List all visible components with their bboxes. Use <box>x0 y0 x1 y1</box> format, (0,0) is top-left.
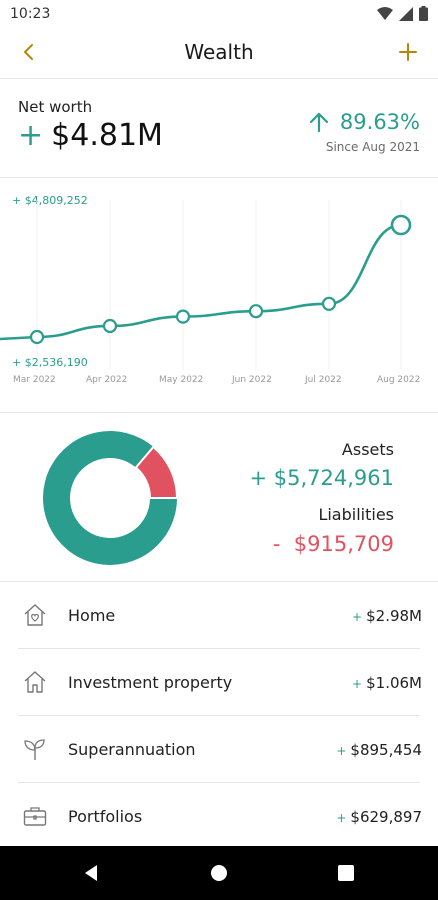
assets-label: Assets <box>341 440 394 459</box>
wifi-icon <box>377 6 393 20</box>
change-percentage: 89.63% <box>339 110 420 134</box>
donut-liabilities-slice <box>134 445 178 499</box>
liabilities-sign: - <box>272 532 281 556</box>
category-amount: $629,897 <box>350 808 422 826</box>
networth-change: 89.63% Since Aug 2021 <box>308 110 420 154</box>
networth-chart[interactable]: + $4,809,252 + $2,536,190 Mar 2022 Apr 20… <box>0 180 438 412</box>
category-value: + $1.06M <box>352 674 422 692</box>
plus-sign: + <box>352 610 363 624</box>
category-item-home[interactable]: Home + $2.98M <box>0 582 438 649</box>
chart-x-tick-label: Mar 2022 <box>13 375 56 385</box>
category-item-portfolios[interactable]: Portfolios + $629,897 <box>0 783 438 850</box>
plus-sign: + <box>336 744 347 758</box>
chart-x-tick-label: Apr 2022 <box>86 375 128 385</box>
add-icon[interactable] <box>394 38 422 66</box>
category-value: + $629,897 <box>336 808 422 826</box>
system-nav-bar <box>0 846 438 900</box>
chart-max-label: + $4,809,252 <box>12 194 88 207</box>
chart-x-tick-label: Jul 2022 <box>305 375 342 385</box>
sprout-icon <box>24 739 45 760</box>
donut-assets-slice <box>42 431 177 565</box>
briefcase-icon <box>23 807 47 826</box>
liabilities-label: Liabilities <box>318 505 394 524</box>
chart-x-tick-label: Jun 2022 <box>232 375 272 385</box>
networth-amount: $4.81M <box>51 118 163 153</box>
category-amount: $895,454 <box>350 741 422 759</box>
chart-series-line <box>0 223 402 341</box>
nav-recents-icon[interactable] <box>336 863 356 883</box>
category-item-investment-property[interactable]: Investment property + $1.06M <box>0 649 438 716</box>
chart-x-tick-label: Aug 2022 <box>377 375 421 385</box>
category-item-superannuation[interactable]: Superannuation + $895,454 <box>0 716 438 783</box>
header-divider <box>0 177 438 178</box>
row-divider <box>18 648 420 649</box>
status-bar: 10:23 <box>0 0 438 30</box>
plus-sign: + <box>336 811 347 825</box>
chart-svg <box>0 200 412 370</box>
category-label: Home <box>68 606 116 625</box>
signal-icon <box>399 6 413 21</box>
battery-icon <box>419 6 428 21</box>
assets-liabilities-donut <box>42 431 178 565</box>
chart-point[interactable] <box>248 304 264 319</box>
nav-home-icon[interactable] <box>209 863 229 883</box>
liabilities-amount: $915,709 <box>293 532 394 556</box>
chart-point[interactable] <box>390 214 412 236</box>
arrow-up-icon <box>309 112 329 133</box>
networth-sign: + <box>18 118 44 153</box>
app-bar: Wealth <box>0 30 438 78</box>
chart-point[interactable] <box>29 329 45 345</box>
category-amount: $2.98M <box>366 607 422 625</box>
home-heart-icon <box>24 604 46 626</box>
networth-value: + $4.81M <box>18 118 163 153</box>
chart-point[interactable] <box>321 296 337 311</box>
category-value: + $2.98M <box>352 607 422 625</box>
page-title: Wealth <box>184 40 254 64</box>
assets-value: + $5,724,961 <box>249 466 394 490</box>
nav-back-icon[interactable] <box>82 863 102 883</box>
plus-sign: + <box>352 677 363 691</box>
status-time: 10:23 <box>10 6 51 22</box>
row-divider <box>18 782 420 783</box>
category-value: + $895,454 <box>336 741 422 759</box>
chart-point[interactable] <box>102 318 118 334</box>
chart-x-tick-label: May 2022 <box>159 375 204 385</box>
chart-divider <box>0 412 438 413</box>
summary-divider <box>0 581 438 582</box>
row-divider <box>18 715 420 716</box>
appbar-divider <box>0 78 438 79</box>
category-amount: $1.06M <box>366 674 422 692</box>
category-label: Superannuation <box>68 740 196 759</box>
chart-x-axis: Mar 2022 Apr 2022 May 2022 Jun 2022 Jul 2022… <box>0 375 438 389</box>
chart-min-label: + $2,536,190 <box>12 356 88 369</box>
category-list: Home + $2.98M Investment property + $1.06M… <box>0 582 438 850</box>
category-label: Investment property <box>68 673 233 692</box>
back-arrow-icon[interactable] <box>16 38 44 66</box>
category-label: Portfolios <box>68 807 143 826</box>
change-since: Since Aug 2021 <box>325 140 420 154</box>
liabilities-value: - $915,709 <box>273 532 394 556</box>
networth-label: Net worth <box>18 98 93 116</box>
house-icon <box>24 671 46 693</box>
chart-point[interactable] <box>175 309 191 324</box>
